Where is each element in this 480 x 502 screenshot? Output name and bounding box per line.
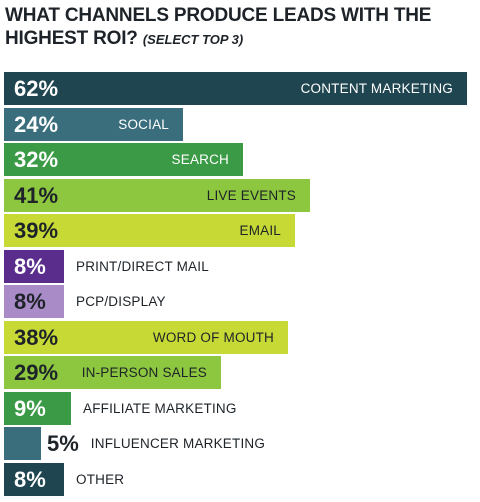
bar-influencer-marketing [4, 427, 41, 460]
bar-word-of-mouth [4, 321, 288, 354]
bar-other [4, 463, 64, 496]
bar-email [4, 214, 295, 247]
bar-value-label: 9% [14, 396, 46, 421]
bar-value-label: 39% [14, 218, 59, 243]
bar-category-label: SEARCH [171, 152, 229, 167]
bar-value-label: 5% [47, 431, 79, 456]
chart-subtitle: (SELECT TOP 3) [142, 32, 244, 47]
bar-value-label: 8% [14, 289, 46, 314]
bar-pcp-display [4, 285, 64, 318]
bar-category-label: PCP/DISPLAY [76, 294, 166, 309]
bar-social [4, 108, 183, 141]
bar-category-label: INFLUENCER MARKETING [90, 436, 266, 451]
bar-affiliate-marketing [4, 392, 71, 425]
bar-category-label: WORD OF MOUTH [152, 330, 274, 345]
bar-search [4, 143, 243, 176]
chart-title: WHAT CHANNELS PRODUCE LEADS WITH THE HIG… [5, 4, 475, 51]
bar-category-label: CONTENT MARKETING [300, 81, 453, 96]
bar-category-label: SOCIAL [118, 117, 169, 132]
bar-category-label: IN-PERSON SALES [81, 365, 207, 380]
bar-value-label: 32% [14, 147, 59, 172]
bar-category-label: OTHER [76, 472, 125, 487]
bar-category-label: EMAIL [239, 223, 281, 238]
bar-value-label: 41% [14, 183, 59, 208]
bar-category-label: PRINT/DIRECT MAIL [76, 259, 209, 274]
bar-live-events [4, 179, 310, 212]
bar-in-person-sales [4, 356, 221, 389]
bar-category-label: LIVE EVENTS [206, 188, 296, 203]
bar-value-label: 8% [14, 254, 46, 279]
bar-value-label: 29% [14, 360, 59, 385]
bar-print-direct-mail [4, 250, 64, 283]
bar-value-label: 8% [14, 467, 46, 492]
bar-value-label: 62% [14, 76, 59, 101]
bar-category-label: AFFILIATE MARKETING [83, 401, 237, 416]
bar-value-label: 38% [14, 325, 59, 350]
chart-title-text: WHAT CHANNELS PRODUCE LEADS WITH THE HIG… [5, 5, 432, 49]
bar-content-marketing [4, 72, 467, 105]
bar-value-label: 24% [14, 112, 59, 137]
